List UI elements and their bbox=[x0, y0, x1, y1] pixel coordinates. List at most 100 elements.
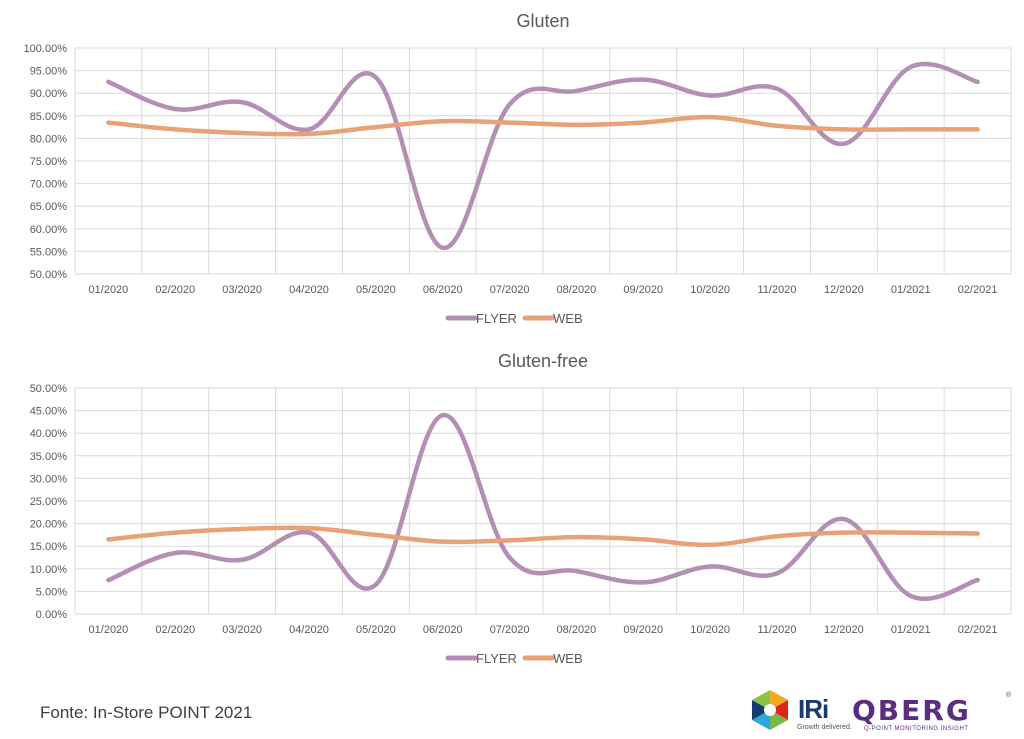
gluten-point-flyer bbox=[707, 93, 713, 98]
gluten-point-flyer bbox=[841, 141, 847, 147]
gluten-free-point-flyer bbox=[306, 530, 312, 535]
gluten-free-point-web bbox=[306, 525, 312, 531]
gluten-point-web bbox=[239, 130, 245, 136]
gluten-point-web bbox=[975, 127, 980, 132]
gluten-free-point-web bbox=[373, 532, 379, 538]
gluten-free-point-flyer bbox=[841, 516, 847, 522]
gluten-free-point-flyer bbox=[373, 582, 379, 587]
gluten-x-tick-label: 04/2020 bbox=[289, 284, 329, 296]
gluten-free-point-flyer bbox=[239, 557, 245, 562]
gluten-x-tick-label: 06/2020 bbox=[423, 284, 463, 296]
gluten-point-web bbox=[774, 123, 780, 128]
gluten-y-tick-label: 50.00% bbox=[30, 269, 68, 281]
gluten-x-tick-label: 11/2020 bbox=[758, 284, 797, 296]
gluten-x-tick-label: 12/2020 bbox=[824, 284, 864, 296]
gluten-x-tick-label: 05/2020 bbox=[356, 284, 396, 296]
qberg-tagline: Q-POINT MONITORING INSIGHT bbox=[864, 726, 969, 732]
gluten-point-web bbox=[507, 120, 512, 125]
gluten-x-tick-label: 07/2020 bbox=[490, 284, 530, 296]
gluten-free-y-tick-label: 25.00% bbox=[30, 496, 68, 508]
gluten-free-x-tick-label: 12/2020 bbox=[824, 624, 864, 636]
gluten-free-y-tick-label: 40.00% bbox=[30, 428, 68, 440]
gluten-point-web bbox=[641, 120, 646, 125]
gluten-point-flyer bbox=[106, 79, 111, 85]
qberg-logo-text: QBERG bbox=[852, 694, 971, 727]
gluten-point-flyer bbox=[774, 86, 780, 91]
gluten-free-point-flyer bbox=[908, 593, 913, 599]
gluten-y-tick-label: 95.00% bbox=[30, 66, 68, 78]
gluten-free-chart: Gluten-free 0.00% 5.00% 10.00% 15.00% 20.00% 2… bbox=[30, 351, 1012, 666]
gluten-point-flyer bbox=[373, 75, 379, 80]
gluten-free-y-tick-label: 5.00% bbox=[36, 586, 67, 598]
gluten-free-point-web bbox=[975, 531, 980, 536]
gluten-free-point-flyer bbox=[707, 564, 713, 569]
gluten-free-x-tick-label: 07/2020 bbox=[490, 624, 530, 636]
gluten-free-chart-title: Gluten-free bbox=[498, 351, 588, 371]
gluten-free-point-web bbox=[239, 526, 245, 532]
gluten-free-point-web bbox=[574, 534, 579, 540]
gluten-free-x-tick-label: 06/2020 bbox=[423, 624, 463, 636]
gluten-point-web bbox=[173, 127, 178, 132]
gluten-y-tick-label: 60.00% bbox=[30, 224, 68, 236]
gluten-free-y-tick-label: 0.00% bbox=[36, 609, 67, 621]
gluten-free-point-web bbox=[908, 530, 913, 535]
gluten-free-y-tick-label: 20.00% bbox=[30, 519, 68, 531]
gluten-free-point-web bbox=[774, 534, 780, 539]
gluten-free-point-flyer bbox=[774, 571, 780, 576]
gluten-point-flyer bbox=[641, 77, 646, 82]
gluten-free-point-web bbox=[173, 530, 178, 535]
gluten-point-flyer bbox=[975, 79, 980, 85]
gluten-free-point-flyer bbox=[574, 568, 579, 574]
gluten-free-x-tick-label: 01/2021 bbox=[891, 624, 931, 636]
gluten-chart: Gluten 50.00% 55.00% 60.00% 65.00% 70.00% 75.0… bbox=[24, 11, 1012, 326]
gluten-series-line-web bbox=[106, 114, 980, 137]
gluten-point-web bbox=[440, 119, 445, 124]
gluten-point-flyer bbox=[239, 100, 245, 105]
gluten-point-flyer bbox=[306, 127, 312, 132]
gluten-x-tick-label: 10/2020 bbox=[690, 284, 730, 296]
gluten-free-y-tick-label: 30.00% bbox=[30, 473, 68, 485]
gluten-free-x-tick-label: 08/2020 bbox=[557, 624, 597, 636]
gluten-free-x-tick-label: 11/2020 bbox=[758, 624, 797, 636]
gluten-free-x-tick-label: 01/2020 bbox=[89, 624, 129, 636]
iri-tagline: Growth delivered. bbox=[797, 724, 852, 731]
gluten-y-tick-label: 90.00% bbox=[30, 88, 68, 100]
gluten-chart-title: Gluten bbox=[516, 11, 569, 31]
gluten-free-point-web bbox=[841, 530, 847, 535]
gluten-x-tick-label: 02/2020 bbox=[155, 284, 195, 296]
gluten-free-point-flyer bbox=[975, 577, 980, 583]
gluten-free-y-tick-label: 10.00% bbox=[30, 564, 68, 576]
gluten-free-y-tick-label: 50.00% bbox=[30, 383, 68, 395]
gluten-free-y-tick-label: 45.00% bbox=[30, 406, 68, 418]
gluten-free-x-tick-label: 02/2021 bbox=[958, 624, 998, 636]
gluten-free-point-web bbox=[106, 537, 111, 542]
gluten-y-tick-label: 55.00% bbox=[30, 246, 68, 258]
gluten-free-series-line-web bbox=[106, 525, 980, 548]
gluten-point-web bbox=[707, 114, 713, 120]
gluten-free-point-web bbox=[440, 539, 445, 544]
gluten-free-x-tick-label: 05/2020 bbox=[356, 624, 396, 636]
source-note: Fonte: In-Store POINT 2021 bbox=[40, 703, 253, 722]
registered-mark: ® bbox=[1006, 692, 1012, 699]
gluten-x-tick-label: 02/2021 bbox=[958, 284, 998, 296]
gluten-free-point-web bbox=[707, 542, 713, 548]
gluten-y-tick-label: 75.00% bbox=[30, 156, 68, 168]
gluten-x-tick-label: 08/2020 bbox=[557, 284, 597, 296]
gluten-free-legend-label-flyer: FLYER bbox=[476, 651, 517, 666]
logos: IRi Growth delivered. QBERG ® Q-POINT MO… bbox=[748, 688, 1018, 736]
gluten-free-point-flyer bbox=[641, 580, 646, 585]
gluten-point-web bbox=[841, 127, 847, 132]
gluten-free-x-tick-label: 10/2020 bbox=[690, 624, 730, 636]
gluten-free-x-tick-label: 04/2020 bbox=[289, 624, 329, 636]
gluten-y-tick-label: 70.00% bbox=[30, 179, 68, 191]
gluten-point-flyer bbox=[908, 64, 913, 70]
gluten-y-tick-label: 85.00% bbox=[30, 111, 68, 123]
gluten-legend-label-web: WEB bbox=[553, 311, 583, 326]
gluten-free-point-web bbox=[507, 538, 512, 543]
gluten-free-point-flyer bbox=[173, 550, 178, 556]
gluten-point-flyer bbox=[173, 106, 178, 112]
gluten-free-legend-label-web: WEB bbox=[553, 651, 583, 666]
gluten-point-flyer bbox=[440, 245, 445, 250]
gluten-free-y-tick-label: 35.00% bbox=[30, 451, 68, 463]
gluten-point-web bbox=[106, 120, 111, 125]
